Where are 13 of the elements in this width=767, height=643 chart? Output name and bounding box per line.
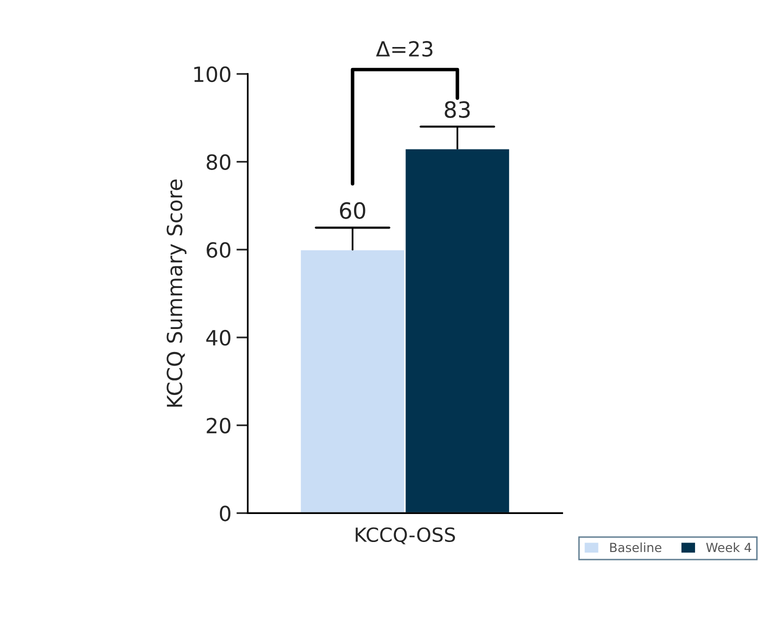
y-tick-label: 80 <box>206 154 230 170</box>
y-tick-label: 40 <box>206 330 230 346</box>
x-tick-label: KCCQ-OSS <box>356 527 455 544</box>
y-axis-title: KCCQ Summary Score <box>166 180 186 407</box>
y-tick-label: 20 <box>206 418 230 434</box>
data-label: 60 <box>340 202 366 219</box>
text: Δ=23 <box>376 40 432 57</box>
legend-label: Baseline <box>610 542 662 552</box>
y-tick-label: 0 <box>220 506 230 522</box>
legend-label: Week 4 <box>706 542 752 552</box>
y-tick-label: 60 <box>206 242 230 258</box>
data-label: 83 <box>444 101 470 118</box>
y-tick-label: 100 <box>194 66 230 82</box>
